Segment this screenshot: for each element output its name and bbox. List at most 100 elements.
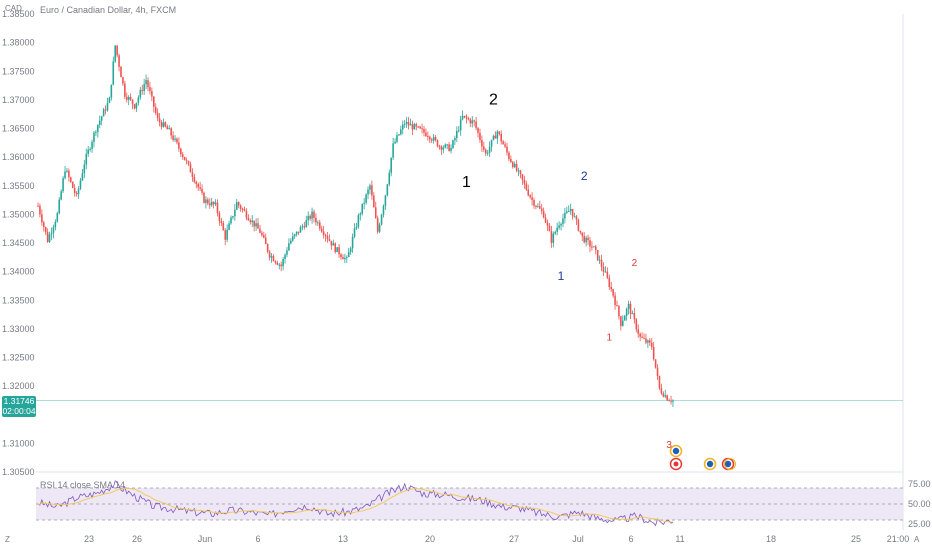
candle-body bbox=[127, 97, 130, 100]
candle-body bbox=[508, 152, 510, 159]
candle-body bbox=[467, 118, 470, 120]
candle-body bbox=[623, 315, 626, 321]
candle-body bbox=[641, 336, 643, 338]
candle-body bbox=[247, 217, 250, 221]
candle-body bbox=[560, 223, 562, 226]
y-tick-label: 1.30500 bbox=[2, 467, 35, 477]
candle-body bbox=[594, 246, 597, 251]
chart-title: Euro / Canadian Dollar, 4h, FXCM bbox=[40, 5, 177, 15]
candle-body bbox=[537, 206, 539, 208]
candle-body bbox=[589, 240, 591, 247]
candle-body bbox=[363, 202, 365, 204]
candle-body bbox=[58, 199, 61, 214]
candle-body bbox=[376, 218, 379, 232]
candle-body bbox=[656, 367, 659, 376]
candle-body bbox=[274, 261, 277, 263]
candle-body bbox=[461, 115, 464, 120]
candle-body bbox=[490, 139, 493, 147]
candle-body bbox=[197, 183, 199, 188]
candle-body bbox=[483, 146, 485, 150]
candle-body bbox=[270, 256, 273, 258]
candle-body bbox=[544, 217, 547, 223]
candle-body bbox=[349, 248, 352, 252]
candle-body bbox=[129, 97, 132, 100]
candle-body bbox=[77, 188, 80, 195]
candle-body bbox=[320, 228, 323, 232]
candle-body bbox=[612, 289, 614, 296]
candle-body bbox=[454, 137, 456, 141]
y-tick-label: 1.34000 bbox=[2, 267, 35, 277]
candle-body bbox=[315, 217, 317, 223]
candle-body bbox=[403, 123, 406, 125]
candle-body bbox=[444, 144, 447, 148]
candle-body bbox=[276, 262, 279, 265]
candle-body bbox=[564, 212, 566, 219]
x-tick-label: 27 bbox=[509, 534, 519, 544]
candle-body bbox=[382, 205, 385, 215]
candle-body bbox=[307, 215, 309, 221]
candle-body bbox=[608, 277, 611, 287]
candle-body bbox=[60, 191, 62, 200]
auto-scale-button[interactable]: A bbox=[914, 535, 920, 544]
candle-body bbox=[421, 128, 423, 130]
candle-body bbox=[160, 122, 163, 127]
candle-body bbox=[318, 222, 321, 229]
candle-body bbox=[145, 80, 147, 85]
candle-body bbox=[66, 170, 68, 172]
event-marker-eu-dot bbox=[706, 460, 714, 468]
candle-body bbox=[68, 170, 70, 178]
candle-body bbox=[199, 187, 201, 189]
candle-body bbox=[332, 243, 335, 246]
x-tick-label: 6 bbox=[628, 534, 633, 544]
wave-label: 2 bbox=[581, 169, 588, 183]
candle-body bbox=[386, 184, 389, 196]
candle-body bbox=[251, 220, 254, 223]
candle-body bbox=[401, 124, 404, 130]
candle-body bbox=[98, 120, 101, 125]
candle-body bbox=[539, 206, 541, 209]
candle-body bbox=[398, 134, 400, 136]
candle-body bbox=[70, 177, 72, 182]
candle-body bbox=[235, 202, 238, 210]
candle-body bbox=[494, 135, 497, 139]
candle-body bbox=[610, 286, 613, 290]
candle-body bbox=[417, 126, 420, 128]
candle-body bbox=[137, 97, 140, 103]
y-tick-label: 1.35000 bbox=[2, 209, 35, 219]
candle-body bbox=[573, 216, 576, 218]
candle-body bbox=[583, 235, 585, 243]
candle-body bbox=[517, 170, 520, 172]
candle-body bbox=[185, 160, 188, 162]
candle-body bbox=[156, 112, 159, 119]
candle-body bbox=[506, 146, 508, 153]
current-price-badge: 1.31746 02:00:04 bbox=[2, 396, 36, 417]
bar-countdown: 02:00:04 bbox=[2, 406, 36, 416]
candle-body bbox=[322, 231, 325, 235]
candle-body bbox=[263, 235, 265, 238]
candle-body bbox=[338, 247, 340, 255]
current-price: 1.31746 bbox=[3, 396, 35, 406]
candle-body bbox=[293, 234, 296, 237]
candle-body bbox=[448, 144, 450, 152]
y-tick-label: 1.33500 bbox=[2, 295, 35, 305]
candle-body bbox=[50, 232, 53, 235]
candle-body bbox=[434, 137, 437, 141]
x-tick-label: 23 bbox=[84, 534, 94, 544]
y-tick-label: 1.33000 bbox=[2, 324, 35, 334]
candle-body bbox=[515, 163, 518, 171]
candle-body bbox=[284, 254, 286, 259]
candle-body bbox=[110, 84, 113, 98]
candle-body bbox=[471, 120, 474, 124]
candle-body bbox=[598, 259, 601, 261]
candle-body bbox=[392, 143, 394, 158]
candle-body bbox=[446, 144, 448, 146]
zoom-icon[interactable]: Z bbox=[5, 535, 10, 544]
candle-body bbox=[670, 400, 672, 402]
candle-body bbox=[133, 104, 136, 109]
event-marker-eu-dot bbox=[672, 447, 680, 455]
candle-body bbox=[400, 129, 402, 135]
candle-body bbox=[264, 237, 267, 245]
candle-body bbox=[353, 228, 356, 237]
candle-body bbox=[556, 227, 558, 232]
